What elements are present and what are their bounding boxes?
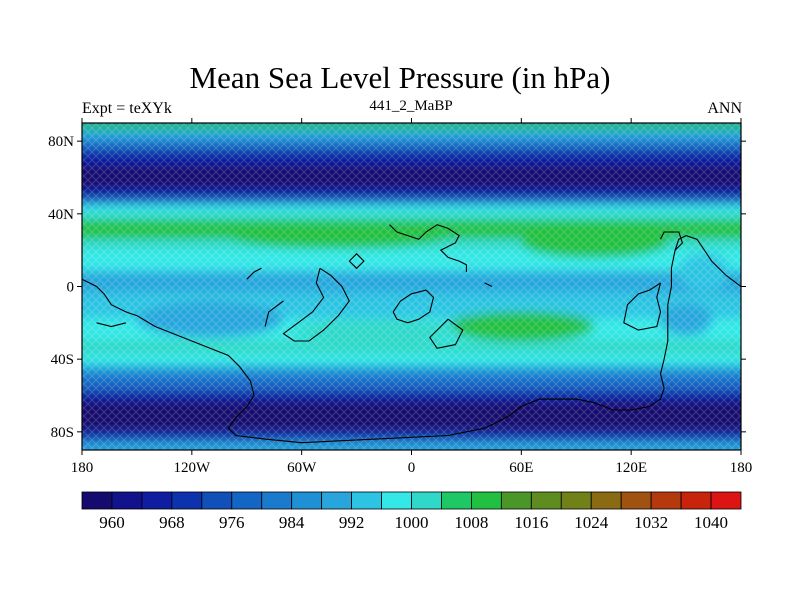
contour-texture bbox=[82, 123, 741, 450]
colorbar-swatch bbox=[141, 491, 173, 510]
y-tick-label: 40S bbox=[51, 352, 74, 368]
coastline bbox=[389, 224, 467, 272]
coastline bbox=[264, 300, 284, 327]
coastline bbox=[392, 289, 435, 324]
colorbar-swatch bbox=[560, 491, 592, 510]
colorbar-swatch bbox=[171, 491, 203, 510]
y-tick-label: 0 bbox=[67, 280, 75, 296]
colorbar-swatch bbox=[81, 491, 113, 510]
colorbar: 960 968 976 984 992 1000 1008 1016 1024 1032 1040 bbox=[81, 491, 742, 532]
colorbar-swatch bbox=[650, 491, 682, 510]
colorbar-swatch bbox=[201, 491, 233, 510]
x-tick-label: 180 bbox=[730, 460, 753, 476]
colorbar-swatch bbox=[441, 491, 472, 510]
coastline bbox=[82, 235, 741, 444]
colorbar-swatch bbox=[381, 491, 412, 510]
colorbar-swatch bbox=[321, 491, 352, 510]
map-title: Mean Sea Level Pressure (in hPa) bbox=[189, 60, 611, 95]
colorbar-swatch bbox=[680, 491, 712, 510]
colorbar-label: 1008 bbox=[454, 513, 488, 532]
period-label: 441_2_MaBP bbox=[369, 98, 453, 114]
colorbar-swatch bbox=[261, 491, 293, 510]
colorbar-label: 1000 bbox=[395, 513, 429, 532]
x-tick-label: 60E bbox=[509, 460, 533, 476]
colorbar-label: 968 bbox=[159, 513, 185, 532]
coastline bbox=[623, 282, 662, 331]
colorbar-swatch bbox=[111, 491, 143, 510]
colorbar-swatch bbox=[411, 491, 442, 510]
colorbar-swatch bbox=[231, 491, 263, 510]
colorbar-swatch bbox=[500, 491, 532, 510]
coastline bbox=[484, 282, 493, 287]
experiment-label: Expt = teXYk bbox=[82, 100, 172, 117]
colorbar-swatch bbox=[530, 491, 562, 510]
coastline bbox=[282, 267, 350, 342]
coastline bbox=[429, 318, 464, 349]
colorbar-swatch bbox=[590, 491, 622, 510]
season-label: ANN bbox=[707, 100, 742, 117]
x-tick-label: 180 bbox=[71, 460, 94, 476]
colorbar-swatch bbox=[471, 491, 502, 510]
coastline bbox=[660, 231, 684, 251]
colorbar-label: 960 bbox=[99, 513, 125, 532]
coastline bbox=[246, 267, 262, 280]
colorbar-label: 1032 bbox=[634, 513, 668, 532]
x-tick-label: 60W bbox=[287, 460, 317, 476]
colorbar-label: 992 bbox=[339, 513, 365, 532]
coastline bbox=[96, 322, 127, 328]
colorbar-label: 1024 bbox=[574, 513, 609, 532]
x-tick-label: 0 bbox=[408, 460, 416, 476]
x-tick-label: 120W bbox=[173, 460, 211, 476]
colorbar-swatch bbox=[620, 491, 652, 510]
colorbar-swatch bbox=[291, 491, 323, 510]
colorbar-label: 976 bbox=[219, 513, 245, 532]
y-tick-label: 80N bbox=[48, 134, 74, 150]
y-tick-label: 80S bbox=[51, 425, 74, 441]
y-tick-label: 40N bbox=[48, 207, 74, 223]
colorbar-label: 1016 bbox=[514, 513, 548, 532]
coastline bbox=[348, 253, 365, 270]
colorbar-label: 1040 bbox=[694, 513, 728, 532]
colorbar-label: 984 bbox=[279, 513, 305, 532]
colorbar-swatch bbox=[351, 491, 382, 510]
x-tick-label: 120E bbox=[615, 460, 647, 476]
pressure-field bbox=[82, 123, 741, 450]
colorbar-swatch bbox=[710, 491, 742, 510]
